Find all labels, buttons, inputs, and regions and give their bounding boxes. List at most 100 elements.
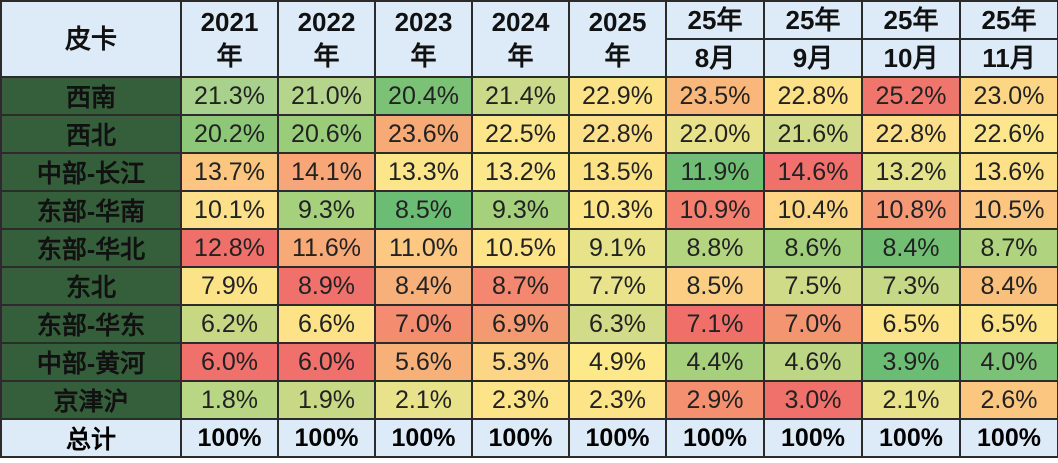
heatmap-cell: 1.9% — [277, 380, 376, 420]
table-row: 中部-长江 13.7% 14.1% 13.3% 13.2% 13.5% 11.9% 14.6%… — [0, 152, 1058, 192]
table-row: 东部-华东 6.2% 6.6% 7.0% 6.9% 6.3% 7.1% 7.0% 6.5% 6.5… — [0, 304, 1058, 344]
column-header-bottom: 10月 — [861, 38, 961, 78]
heatmap-cell: 25.2% — [861, 76, 961, 116]
heatmap-cell: 8.9% — [277, 266, 376, 306]
heatmap-cell: 4.6% — [763, 342, 863, 382]
table-row: 西北 20.2% 20.6% 23.6% 22.5% 22.8% 22.0% 21.6% 22.… — [0, 114, 1058, 154]
column-header-top: 2025 — [588, 7, 647, 37]
heatmap-cell: 8.7% — [959, 228, 1058, 268]
heatmap-cell: 22.5% — [471, 114, 570, 154]
heatmap-cell: 5.6% — [374, 342, 473, 382]
heatmap-cell: 6.3% — [568, 304, 667, 344]
heatmap-cell: 2.3% — [471, 380, 570, 420]
heatmap-cell: 9.1% — [568, 228, 667, 268]
column-header-top: 25年 — [861, 0, 961, 40]
heatmap-cell: 6.5% — [861, 304, 961, 344]
row-label: 西南 — [0, 76, 182, 116]
heatmap-cell: 14.1% — [277, 152, 376, 192]
heatmap-cell: 10.3% — [568, 190, 667, 230]
heatmap-cell: 5.3% — [471, 342, 570, 382]
heatmap-cell: 20.4% — [374, 76, 473, 116]
heatmap-cell: 22.8% — [763, 76, 863, 116]
column-header-bottom: 年 — [313, 41, 340, 71]
table-row: 东北 7.9% 8.9% 8.4% 8.7% 7.7% 8.5% 7.5% 7.3% 8.4% — [0, 266, 1058, 306]
heatmap-cell: 10.5% — [471, 228, 570, 268]
heatmap-cell: 2.9% — [665, 380, 765, 420]
heatmap-cell: 23.6% — [374, 114, 473, 154]
table-row: 中部-黄河 6.0% 6.0% 5.6% 5.3% 4.9% 4.4% 4.6% 3.9% 4.0… — [0, 342, 1058, 382]
heatmap-cell: 7.5% — [763, 266, 863, 306]
heatmap-cell: 7.9% — [180, 266, 279, 306]
row-label: 中部-长江 — [0, 152, 182, 192]
heatmap-cell: 22.0% — [665, 114, 765, 154]
heatmap-cell: 6.9% — [471, 304, 570, 344]
heatmap-cell: 2.3% — [568, 380, 667, 420]
heatmap-cell: 10.5% — [959, 190, 1058, 230]
heatmap-cell: 3.9% — [861, 342, 961, 382]
row-label: 东部-华北 — [0, 228, 182, 268]
header-row-bottom: 8月 9月 10月 11月 — [1, 38, 1058, 78]
heatmap-cell: 23.0% — [959, 76, 1058, 116]
row-label: 京津沪 — [0, 380, 182, 420]
heatmap-cell: 13.3% — [374, 152, 473, 192]
heatmap-cell: 23.5% — [665, 76, 765, 116]
heatmap-cell: 10.9% — [665, 190, 765, 230]
heatmap-cell: 6.0% — [277, 342, 376, 382]
column-header-top: 25年 — [763, 0, 863, 40]
row-label: 东部-华南 — [0, 190, 182, 230]
heatmap-cell: 11.6% — [277, 228, 376, 268]
total-cell: 100% — [471, 418, 570, 458]
heatmap-cell: 21.4% — [471, 76, 570, 116]
heatmap-cell: 7.0% — [374, 304, 473, 344]
total-cell: 100% — [861, 418, 961, 458]
heatmap-cell: 4.4% — [665, 342, 765, 382]
heatmap-cell: 6.6% — [277, 304, 376, 344]
table-row: 东部-华北 12.8% 11.6% 11.0% 10.5% 9.1% 8.8% 8.6% 8.4… — [0, 228, 1058, 268]
heatmap-cell: 8.4% — [374, 266, 473, 306]
heatmap-cell: 7.1% — [665, 304, 765, 344]
heatmap-cell: 22.6% — [959, 114, 1058, 154]
total-cell: 100% — [665, 418, 765, 458]
table-row: 京津沪 1.8% 1.9% 2.1% 2.3% 2.3% 2.9% 3.0% 2.1% 2.6% — [0, 380, 1058, 420]
column-header: 2025 年 — [568, 0, 667, 78]
table-row: 西南 21.3% 21.0% 20.4% 21.4% 22.9% 23.5% 22.8% 25.… — [0, 76, 1058, 116]
heatmap-cell: 8.5% — [665, 266, 765, 306]
heatmap-cell: 1.8% — [180, 380, 279, 420]
heatmap-cell: 8.8% — [665, 228, 765, 268]
heatmap-cell: 4.0% — [959, 342, 1058, 382]
heatmap-cell: 3.0% — [763, 380, 863, 420]
heatmap-cell: 6.5% — [959, 304, 1058, 344]
heatmap-cell: 10.1% — [180, 190, 279, 230]
heatmap-cell: 7.0% — [763, 304, 863, 344]
column-header-bottom: 8月 — [665, 38, 765, 78]
heatmap-cell: 21.0% — [277, 76, 376, 116]
table-row: 东部-华南 10.1% 9.3% 8.5% 9.3% 10.3% 10.9% 10.4% 10.… — [0, 190, 1058, 230]
table-body: 西南 21.3% 21.0% 20.4% 21.4% 22.9% 23.5% 22.8% 25.… — [0, 76, 1058, 420]
heatmap-cell: 6.2% — [180, 304, 279, 344]
column-header-top: 2022 — [297, 7, 356, 37]
heatmap-cell: 11.0% — [374, 228, 473, 268]
heatmap-cell: 8.4% — [959, 266, 1058, 306]
heatmap-cell: 13.7% — [180, 152, 279, 192]
header-row-top: 皮卡 2021 年 2022 年 2023 年 2024 年 2025 年 25年 25年… — [0, 0, 1058, 78]
row-label: 中部-黄河 — [0, 342, 182, 382]
total-row: 总计 100% 100% 100% 100% 100% 100% 100% 100% 100% — [0, 418, 1058, 458]
column-header-bottom: 年 — [216, 41, 243, 71]
column-header: 2023 年 — [374, 0, 473, 78]
heatmap-cell: 2.1% — [374, 380, 473, 420]
corner-label: 皮卡 — [0, 0, 182, 78]
heatmap-cell: 6.0% — [180, 342, 279, 382]
heatmap-cell: 8.7% — [471, 266, 570, 306]
total-cell: 100% — [568, 418, 667, 458]
column-header: 2021 年 — [180, 0, 279, 78]
total-cell: 100% — [180, 418, 279, 458]
column-header-top: 25年 — [665, 0, 765, 40]
heatmap-cell: 21.3% — [180, 76, 279, 116]
heatmap-cell: 14.6% — [763, 152, 863, 192]
heatmap-cell: 4.9% — [568, 342, 667, 382]
total-cell: 100% — [959, 418, 1058, 458]
heatmap-cell: 13.2% — [861, 152, 961, 192]
column-header-top: 25年 — [959, 0, 1058, 40]
column-header-bottom: 年 — [604, 41, 631, 71]
total-cell: 100% — [763, 418, 863, 458]
